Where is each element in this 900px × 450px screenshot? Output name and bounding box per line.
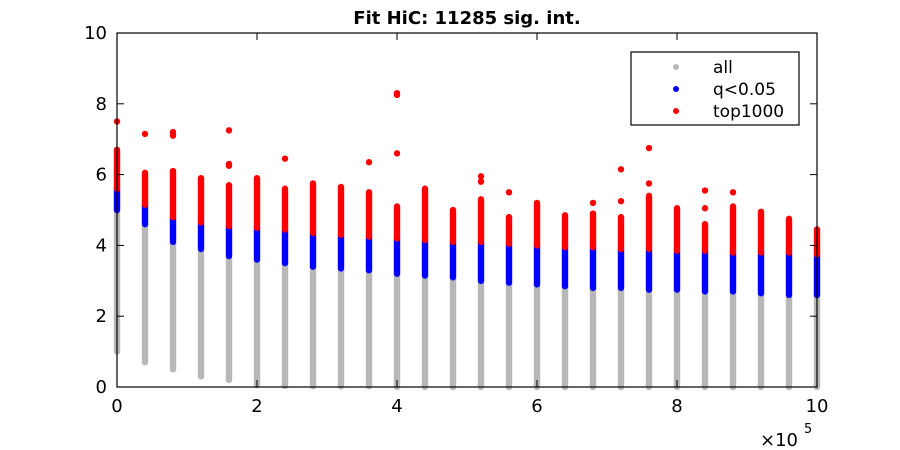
x-tick-label: 8 <box>671 396 682 417</box>
data-point <box>589 199 597 207</box>
chart-title: Fit HiC: 11285 sig. int. <box>353 8 580 29</box>
y-tick-label: 6 <box>96 165 107 186</box>
legend-label: top1000 <box>713 102 784 122</box>
series-top1000 <box>113 89 821 258</box>
data-point <box>701 187 709 194</box>
y-tick-label: 0 <box>96 377 107 398</box>
data-point <box>617 197 625 205</box>
data-point <box>645 180 653 187</box>
axes: 0 2 4 6 8 10 0 2 4 6 8 10 <box>84 23 828 417</box>
data-point <box>477 178 485 185</box>
legend-box <box>630 51 800 126</box>
series-all <box>113 206 821 391</box>
series-q-0-05 <box>113 185 821 299</box>
data-point <box>225 127 233 134</box>
data-point <box>617 166 625 173</box>
y-tick-label: 4 <box>96 235 107 256</box>
plot-marks <box>113 89 821 391</box>
data-point <box>645 144 653 152</box>
legend-marker <box>673 64 679 70</box>
data-point <box>729 189 737 196</box>
data-point <box>365 159 373 166</box>
data-point <box>141 130 149 138</box>
legend-marker <box>673 108 679 114</box>
y-tick-label: 10 <box>84 23 107 44</box>
data-point <box>393 89 401 97</box>
legend-marker <box>673 86 679 92</box>
y-tick-label: 8 <box>96 94 107 115</box>
data-point <box>281 155 289 162</box>
x-exponent-power: 5 <box>804 422 812 437</box>
x-tick-label: 2 <box>251 396 262 417</box>
data-point <box>477 173 485 180</box>
data-point <box>225 160 233 168</box>
x-tick-label: 10 <box>806 396 829 417</box>
data-point <box>505 189 513 196</box>
data-point <box>169 128 177 136</box>
x-tick-label: 4 <box>391 396 402 417</box>
x-tick-label: 6 <box>531 396 542 417</box>
y-tick-label: 2 <box>96 306 107 327</box>
x-exponent-base: ×10 <box>760 430 798 450</box>
x-exponent: ×10 5 <box>760 422 812 450</box>
data-point <box>701 205 709 212</box>
legend-label: q<0.05 <box>713 80 776 100</box>
x-tick-label: 0 <box>111 396 122 417</box>
data-point <box>393 150 401 157</box>
plot-frame <box>116 32 818 388</box>
legend-label: all <box>713 58 733 78</box>
